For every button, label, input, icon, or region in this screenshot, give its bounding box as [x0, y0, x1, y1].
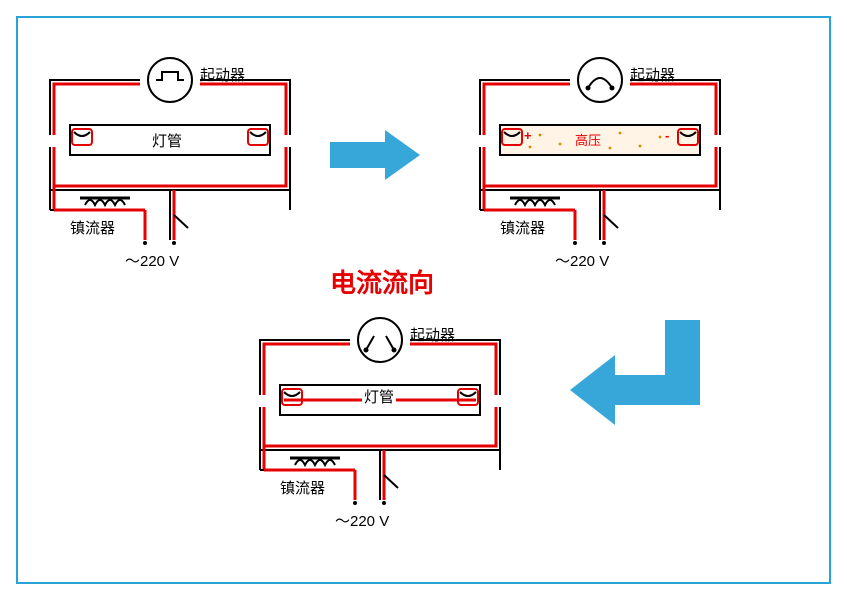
- d3-ballast-label: 镇流器: [280, 477, 325, 498]
- d2-starter-label: 起动器: [630, 64, 675, 85]
- d1-ballast-label: 镇流器: [70, 217, 115, 238]
- d3-voltage-label: ～220 V: [335, 510, 389, 531]
- diagram-3: 起动器 灯管 镇流器 ～220 V: [240, 300, 520, 530]
- d2-ballast-label: 镇流器: [500, 217, 545, 238]
- d1-starter-label: 起动器: [200, 64, 245, 85]
- diagram-2: 起动器 + 高压 - 镇流器 ～220 V: [460, 40, 740, 270]
- arrow-right: [330, 130, 420, 180]
- d2-hv-label: 高压: [575, 130, 601, 149]
- arrow-elbow: [570, 320, 710, 440]
- diagram-1: 起动器 灯管 镇流器 ～220 V: [30, 40, 310, 270]
- d1-voltage-label: ～220 V: [125, 250, 179, 271]
- d1-tube-label: 灯管: [152, 130, 182, 151]
- d2-voltage-label: ～220 V: [555, 250, 609, 271]
- d2-minus: -: [665, 128, 669, 143]
- d2-plus: +: [524, 128, 532, 143]
- d3-tube-label: 灯管: [362, 386, 396, 407]
- d3-starter-label: 起动器: [410, 324, 455, 345]
- center-title: 电流流向: [330, 263, 434, 300]
